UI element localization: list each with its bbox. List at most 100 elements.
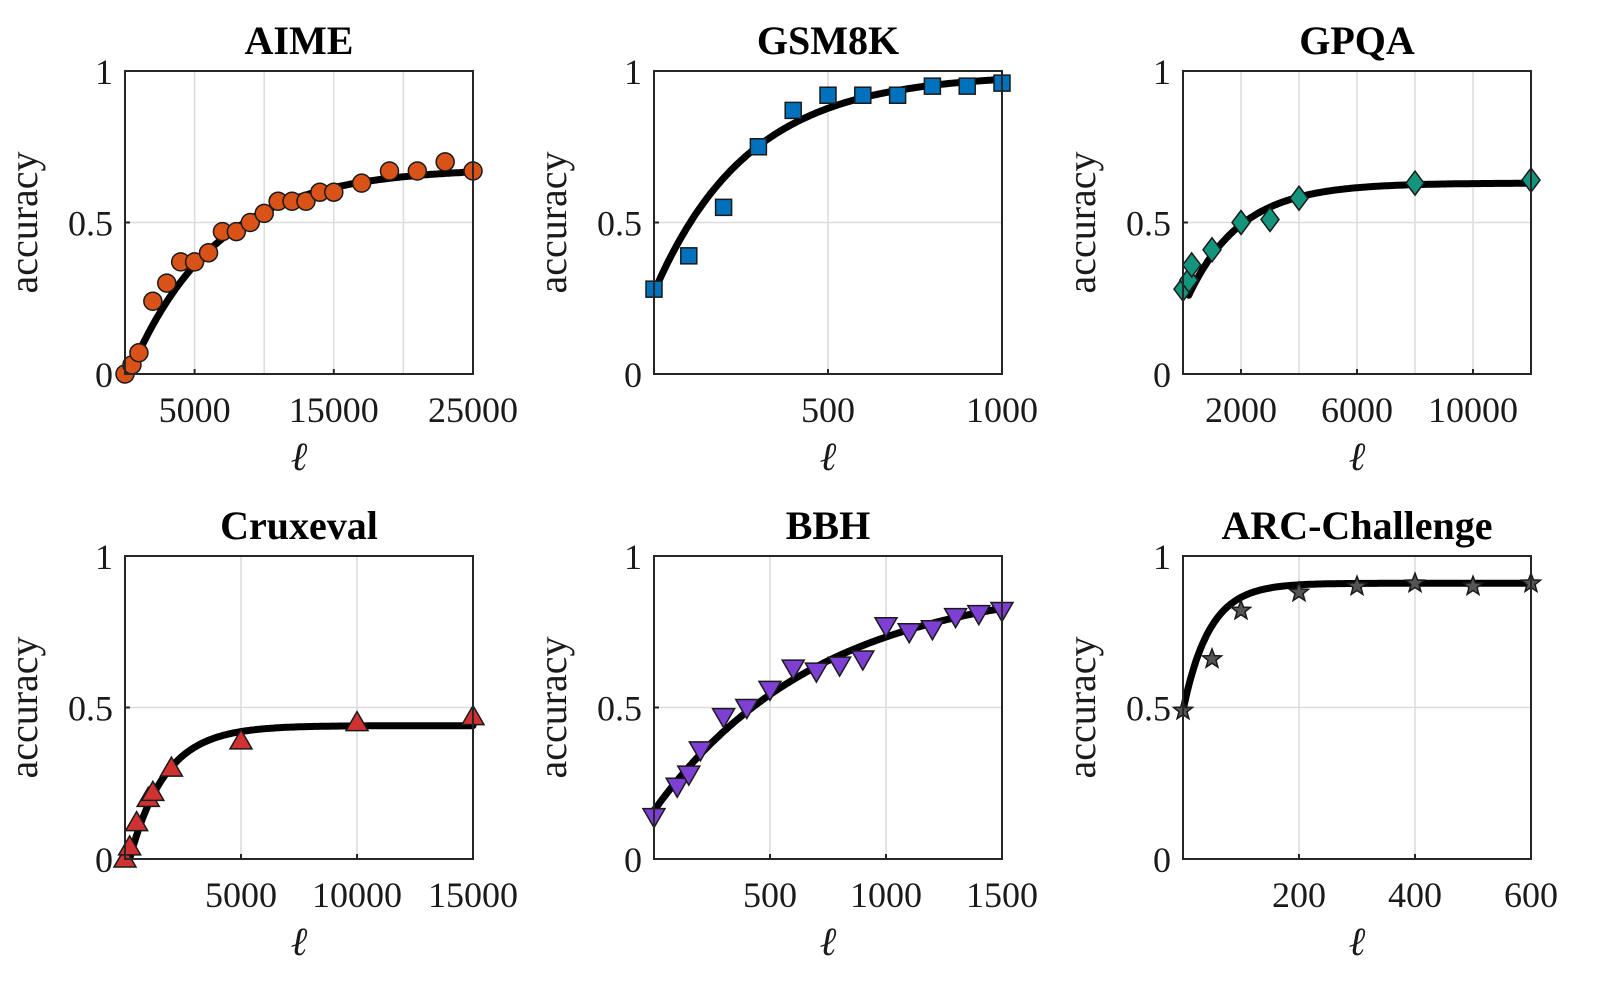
data-point — [1345, 574, 1369, 597]
data-point — [1289, 185, 1309, 212]
data-point — [943, 607, 968, 630]
chart-panel-cruxeval: 5000 10000 15000 0 0.5 1 Cruxeval ℓ accuracy — [1, 503, 518, 964]
x-tick-label: 10000 — [312, 875, 402, 915]
x-tick-label: 15000 — [428, 875, 518, 915]
data-point — [664, 777, 690, 799]
chart-title: ARC-Challenge — [1221, 503, 1492, 548]
x-tick-label: 10000 — [1428, 390, 1518, 430]
chart-panel-arc-challenge: 200 400 600 0 0.5 1 ARC-Challenge ℓ accuracy — [1059, 503, 1558, 964]
data-point — [379, 161, 400, 181]
chart-panel-aime: 5000 15000 25000 0 0.5 1 AIME ℓ accuracy — [1, 18, 518, 479]
x-tick-label: 6000 — [1321, 390, 1393, 430]
x-axis-label: ℓ — [820, 919, 837, 964]
data-point — [688, 741, 713, 763]
data-point — [159, 755, 184, 777]
data-point — [680, 247, 698, 265]
x-tick-label: 2000 — [1205, 390, 1277, 430]
data-point — [873, 616, 899, 639]
y-axis-label: accuracy — [1, 636, 46, 778]
y-tick-label: 1 — [624, 52, 642, 92]
data-point — [749, 138, 768, 156]
data-point — [920, 619, 945, 642]
data-point — [734, 698, 760, 720]
y-tick-label: 0.5 — [597, 204, 642, 244]
data-point — [254, 203, 274, 224]
data-point — [711, 707, 736, 730]
data-point — [1405, 169, 1425, 197]
chart-title: BBH — [786, 503, 870, 548]
y-tick-label: 0 — [1153, 840, 1171, 880]
data-point — [228, 728, 254, 750]
x-axis-label: ℓ — [291, 434, 308, 479]
y-axis-label: accuracy — [1059, 151, 1104, 293]
data-point — [1200, 646, 1224, 669]
x-tick-label: 1500 — [966, 875, 1038, 915]
y-tick-label: 0 — [624, 355, 642, 395]
data-point — [226, 221, 247, 242]
data-point — [784, 101, 802, 120]
data-point — [1229, 598, 1253, 621]
data-point — [184, 252, 205, 272]
data-point — [827, 656, 852, 678]
data-point — [157, 273, 177, 293]
y-tick-label: 0 — [95, 355, 113, 395]
y-tick-label: 0.5 — [68, 689, 113, 729]
y-axis-label: accuracy — [530, 636, 575, 778]
data-point — [819, 86, 837, 104]
data-point — [435, 152, 455, 172]
data-point — [124, 810, 149, 832]
data-point — [296, 191, 316, 212]
y-axis-label: accuracy — [1059, 636, 1104, 778]
x-tick-label: 200 — [1272, 875, 1326, 915]
x-tick-label: 5000 — [159, 390, 231, 430]
data-point — [324, 182, 344, 202]
chart-title: Cruxeval — [220, 503, 378, 548]
y-tick-label: 1 — [624, 537, 642, 577]
x-tick-label: 5000 — [205, 875, 277, 915]
data-point — [854, 86, 872, 104]
data-point — [676, 765, 702, 787]
data-point — [1231, 209, 1251, 236]
data-point — [850, 650, 876, 672]
chart-panel-gpqa: 2000 6000 10000 0 0.5 1 GPQA ℓ accuracy — [1059, 18, 1541, 479]
x-tick-label: 25000 — [428, 390, 518, 430]
y-tick-label: 0.5 — [597, 689, 642, 729]
y-tick-label: 0.5 — [1126, 689, 1171, 729]
data-point — [714, 198, 733, 217]
x-tick-label: 1000 — [850, 875, 922, 915]
y-tick-label: 0 — [624, 840, 642, 880]
data-point — [1202, 236, 1222, 264]
data-point — [923, 77, 942, 95]
data-point — [757, 680, 783, 702]
fit-curve — [126, 722, 477, 863]
x-axis-label: ℓ — [1349, 434, 1366, 479]
y-axis-label: accuracy — [1, 151, 46, 293]
data-point — [140, 779, 166, 802]
x-axis-label: ℓ — [291, 919, 308, 964]
data-point — [896, 623, 922, 645]
y-tick-label: 0 — [95, 840, 113, 880]
chart-title: AIME — [245, 18, 354, 63]
chart-title: GSM8K — [757, 18, 899, 63]
data-point — [129, 343, 149, 363]
data-point — [344, 710, 370, 732]
data-point — [198, 243, 219, 263]
data-point — [407, 161, 428, 181]
data-point — [1287, 580, 1311, 603]
x-tick-label: 1000 — [966, 390, 1038, 430]
y-tick-label: 0.5 — [68, 204, 113, 244]
data-point — [1461, 574, 1485, 597]
x-tick-label: 400 — [1388, 875, 1442, 915]
x-tick-label: 600 — [1504, 875, 1558, 915]
data-point — [888, 86, 907, 104]
x-tick-label: 15000 — [289, 390, 379, 430]
data-point — [240, 212, 261, 233]
data-point — [958, 77, 976, 95]
data-point — [804, 662, 829, 684]
y-tick-label: 0 — [1153, 355, 1171, 395]
y-tick-label: 1 — [95, 537, 113, 577]
chart-panel-bbh: 500 1000 1500 0 0.5 1 BBH ℓ accuracy — [530, 503, 1038, 964]
x-axis-label: ℓ — [820, 434, 837, 479]
chart-panel-gsm8k: 500 1000 0 0.5 1 GSM8K ℓ accuracy — [530, 18, 1038, 479]
